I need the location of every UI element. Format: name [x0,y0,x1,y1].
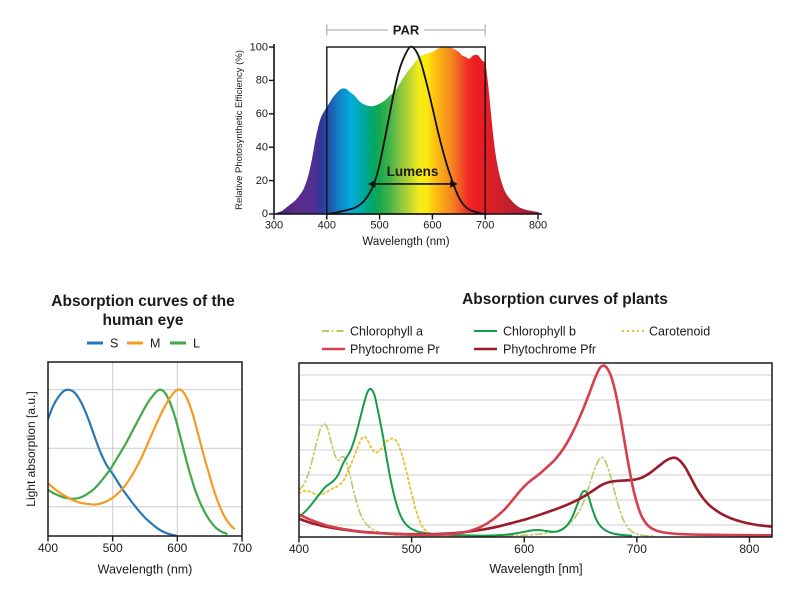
legend-label-carotenoid: Carotenoid [649,325,710,339]
eye-x-axis-title: Wavelength (nm) [98,563,193,577]
y-tick-0: 0 [262,208,268,220]
y-axis-title: Relative Photosynthetic Efficiency (%) [234,50,245,210]
carotenoid-curve [299,435,449,537]
l-curve [48,388,228,535]
plants-x-axis-title: Wavelength [nm] [489,562,582,576]
x-axis-title: Wavelength (nm) [362,236,449,248]
plants-x-tick-700: 700 [627,542,647,556]
photosynthetic-efficiency-chart: Relative Photosynthetic Efficiency (%) 0… [228,6,562,252]
spectrum-area [274,46,542,215]
y-tick-20: 20 [256,175,268,187]
plants-x-tick-600: 600 [514,542,534,556]
plants-curves-layer [299,364,772,537]
plants-axes-layer [298,362,773,543]
plants-chart-canvas: Absorption curves of plants Chlorophyll … [289,291,773,576]
plants-x-tick-800: 800 [739,542,759,556]
par-label: PAR [393,23,420,38]
luminosity-function-curve [328,45,488,215]
x-tick-600: 600 [423,220,441,232]
plant-absorption-chart: Absorption curves of plants Chlorophyll … [278,282,788,588]
plants-legend-swatches [322,330,645,351]
plants-x-tick-400: 400 [289,542,309,556]
spectrum-axes-layer [269,44,542,220]
spectrum-annotations-layer [326,24,486,188]
x-tick-400: 400 [318,220,336,232]
eye-axes-layer [47,361,243,542]
eye-x-tick-700: 700 [232,541,252,555]
legend-label-phytochrome-pfr: Phytochrome Pfr [503,343,596,357]
s-curve [48,388,178,536]
eye-x-tick-500: 500 [103,541,123,555]
lumens-label: Lumens [387,164,439,179]
legend-label-phytochrome-pr: Phytochrome Pr [350,343,440,357]
legend-label-chlorophyll-b: Chlorophyll b [503,325,576,339]
eye-x-tick-600: 600 [167,541,187,555]
eye-x-tick-400: 400 [38,541,58,555]
chlorophyll-b-curve [299,387,633,537]
lumens-arrowhead-left [367,180,376,188]
phytochrome-pr-curve [299,364,772,537]
legend-label-l: L [193,337,200,351]
lumens-arrowhead-right [450,180,458,188]
y-tick-100: 100 [250,42,268,54]
x-tick-800: 800 [529,220,547,232]
m-curve [48,388,236,530]
legend-label-s: S [110,337,118,351]
x-tick-700: 700 [476,220,494,232]
legend-label-m: M [150,337,160,351]
par-range-box [326,46,486,215]
eye-chart-canvas: Absorption curves of the human eye S M L… [25,293,252,577]
legend-label-chlorophyll-a: Chlorophyll a [350,325,423,339]
x-tick-500: 500 [370,220,388,232]
chlorophyll-a-curve [299,423,655,537]
spectrum-chart-canvas: Relative Photosynthetic Efficiency (%) 0… [234,23,547,249]
spectrum-curves-layer [326,45,488,215]
eye-y-axis-title: Light absorption [a.u.] [25,391,38,506]
plants-x-tick-500: 500 [402,542,422,556]
eye-chart-title-line1: Absorption curves of the [51,293,235,310]
y-tick-40: 40 [256,142,268,154]
plants-chart-title: Absorption curves of plants [462,291,668,308]
human-eye-absorption-chart: Absorption curves of the human eye S M L… [25,282,265,588]
spectrum-fill-layer [274,46,542,215]
x-tick-300: 300 [265,220,283,232]
eye-curves-layer [48,388,236,536]
y-tick-80: 80 [256,75,268,87]
plants-grid-layer [299,374,772,526]
eye-chart-title-line2: human eye [103,312,184,329]
phytochrome-pfr-curve [299,456,772,536]
y-tick-60: 60 [256,108,268,120]
